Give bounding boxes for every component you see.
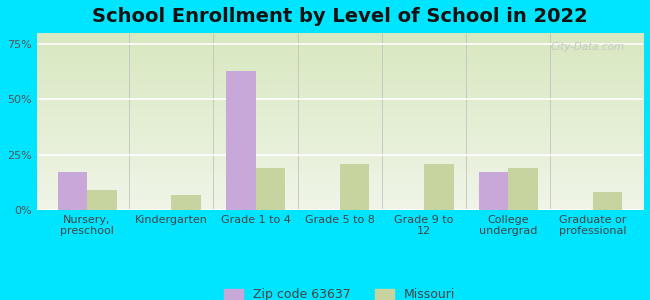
Bar <box>479 172 508 210</box>
Bar <box>226 71 255 210</box>
Bar <box>424 164 454 210</box>
Bar <box>87 190 116 210</box>
Bar <box>508 168 538 210</box>
Legend: Zip code 63637, Missouri: Zip code 63637, Missouri <box>219 284 461 300</box>
Text: City-Data.com: City-Data.com <box>551 42 625 52</box>
Bar <box>340 164 369 210</box>
Bar <box>255 168 285 210</box>
Title: School Enrollment by Level of School in 2022: School Enrollment by Level of School in … <box>92 7 588 26</box>
Bar <box>593 192 622 210</box>
Bar <box>58 172 87 210</box>
Bar <box>172 194 201 210</box>
